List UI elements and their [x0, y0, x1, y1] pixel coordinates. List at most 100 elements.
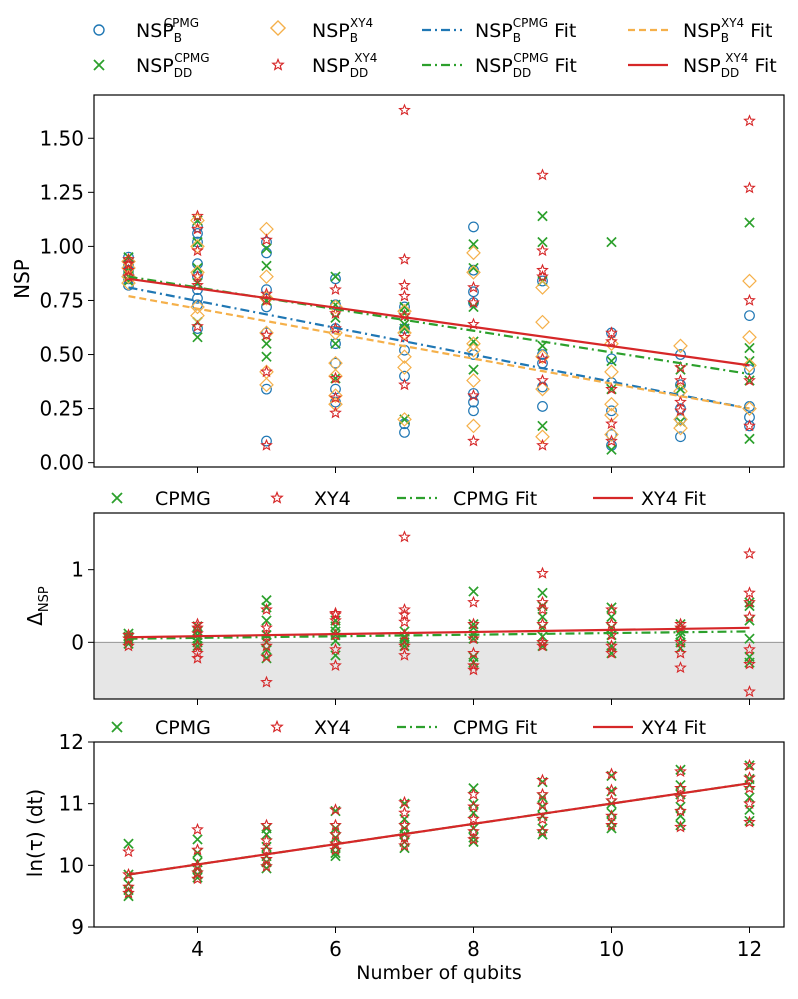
data-point-cross	[468, 239, 479, 250]
data-point-cross	[192, 834, 203, 845]
data-point-star	[536, 270, 549, 283]
data-point-circle	[399, 426, 410, 438]
data-point-diamond	[259, 290, 274, 306]
data-point-cross	[192, 262, 203, 274]
y-tick-label: 10	[59, 853, 84, 877]
data-point-star	[398, 806, 411, 819]
data-point-circle	[192, 323, 203, 334]
legend-label-nsp-dd-xy4: NSPDDXY4	[312, 51, 377, 80]
data-point-star	[743, 771, 756, 784]
data-point-cross	[744, 217, 755, 228]
data-point-star	[743, 181, 756, 194]
data-point-diamond	[604, 396, 619, 412]
x-axis-label: Number of qubits	[356, 962, 522, 984]
data-point-star	[260, 365, 273, 378]
data-point-star	[398, 648, 411, 661]
data-point-star	[398, 795, 411, 808]
data-point-star	[743, 547, 756, 560]
data-point-star	[467, 388, 480, 402]
data-point-star	[536, 438, 549, 451]
data-point-diamond	[328, 388, 343, 403]
data-point-star	[467, 832, 480, 845]
data-point-circle	[675, 414, 686, 425]
data-point-cross	[261, 351, 272, 362]
data-point-diamond	[673, 412, 688, 427]
legend-label-cpmg: CPMG	[155, 717, 211, 739]
data-point-cross	[744, 342, 755, 354]
data-point-cross	[606, 444, 617, 455]
data-point-star	[329, 306, 342, 319]
y-tick-label: 0	[71, 630, 84, 654]
legend-label-nsp-b-cpmg: NSPBCPMG	[136, 16, 199, 45]
data-point-star	[398, 252, 411, 265]
legend-label-xy4-fit: XY4 Fit	[641, 488, 706, 510]
data-point-cross	[399, 323, 410, 334]
data-point-star	[605, 783, 618, 796]
data-point-star	[743, 642, 756, 655]
data-point-star	[398, 639, 411, 652]
data-point-diamond	[397, 349, 412, 365]
data-point-diamond	[673, 338, 688, 354]
fit-line	[128, 277, 750, 367]
data-point-cross	[261, 602, 272, 613]
data-point-star	[191, 646, 204, 659]
data-point-star	[605, 382, 618, 395]
data-point-diamond	[190, 308, 205, 323]
data-point-star	[674, 790, 687, 803]
legend-label-xy4-fit: XY4 Fit	[641, 717, 706, 739]
data-point-star	[398, 103, 411, 116]
data-point-diamond	[328, 355, 343, 371]
x-tick-label: 12	[737, 937, 762, 961]
y-tick-label: 0.25	[39, 397, 84, 421]
data-point-cross	[468, 586, 479, 597]
legend-panel2: CPMG XY4 CPMG Fit XY4 Fit	[111, 488, 706, 510]
data-point-diamond	[535, 349, 550, 365]
data-point-star	[191, 222, 204, 235]
data-point-star	[260, 834, 273, 847]
data-point-star	[743, 293, 756, 306]
data-point-cross	[675, 810, 686, 822]
data-point-star	[329, 608, 342, 621]
data-point-star	[260, 675, 273, 688]
data-point-cross	[537, 587, 548, 599]
data-point-star	[536, 244, 549, 257]
fit-line	[128, 626, 750, 639]
data-point-circle	[261, 383, 272, 395]
y-axis-label-panel2: ΔNSP	[23, 586, 52, 626]
y-tick-label: 12	[59, 730, 84, 754]
data-point-cross	[606, 236, 617, 248]
data-point-cross	[744, 433, 755, 445]
data-point-star	[467, 663, 480, 676]
data-point-star	[674, 404, 687, 417]
data-point-cross	[468, 336, 479, 347]
legend-label-nsp-dd-xy4-fit: NSPDDXY4 Fit	[683, 51, 777, 80]
data-point-star	[743, 373, 756, 386]
fit-line	[128, 286, 750, 410]
legend-label-nsp-dd-cpmg: NSPDDCPMG	[136, 51, 210, 80]
legend-label-nsp-dd-cpmg-fit: NSPDDCPMG Fit	[475, 51, 577, 80]
negative-region	[94, 642, 784, 699]
data-point-star	[536, 373, 549, 386]
data-point-diamond	[535, 429, 550, 445]
legend-marker-nsp-dd-xy4	[271, 57, 285, 71]
plot-frame	[93, 512, 785, 700]
data-point-cross	[192, 236, 203, 248]
data-point-star	[191, 244, 204, 257]
data-point-star	[329, 613, 342, 626]
data-point-diamond	[742, 401, 757, 416]
data-point-star	[467, 646, 480, 659]
data-point-star	[605, 818, 618, 831]
data-point-star	[329, 658, 342, 671]
data-point-diamond	[259, 377, 274, 393]
data-point-star	[674, 621, 687, 634]
data-point-diamond	[742, 273, 757, 289]
data-point-star	[743, 610, 756, 623]
data-point-star	[260, 818, 273, 831]
data-point-diamond	[742, 357, 757, 373]
data-point-star	[329, 321, 342, 334]
data-point-circle	[606, 405, 617, 417]
legend-marker-nsp-b-xy4	[269, 19, 287, 37]
data-point-star	[329, 827, 342, 840]
y-tick-label: 1.50	[39, 126, 84, 150]
